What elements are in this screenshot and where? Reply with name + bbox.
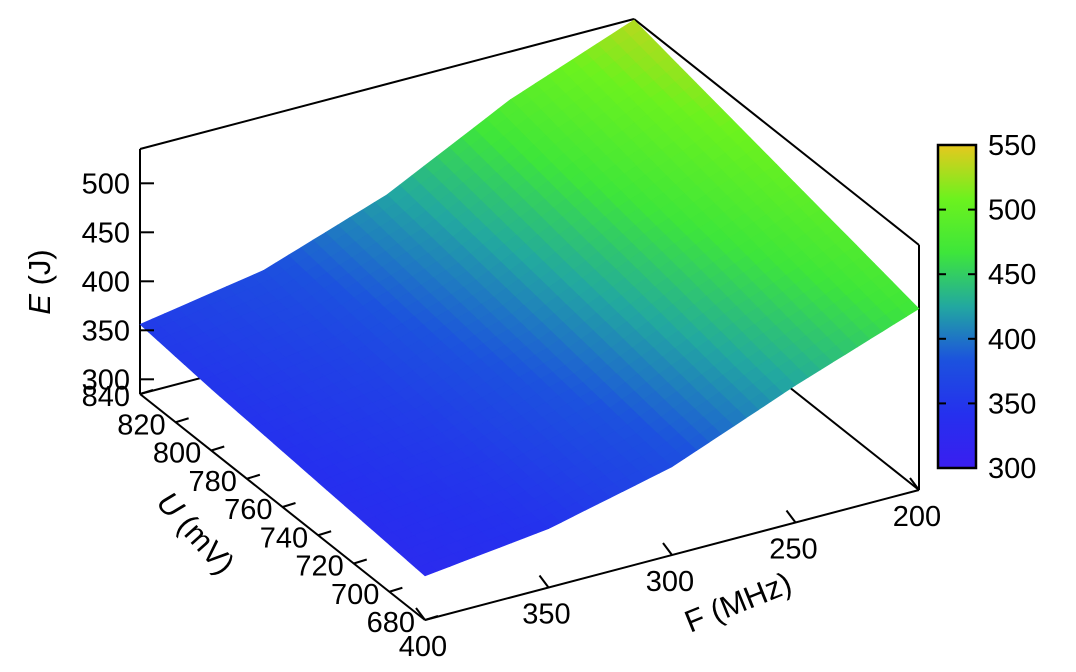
f-tick-label: 350 <box>522 599 570 631</box>
u-tick-label: 760 <box>224 494 272 526</box>
u-tick-label: 840 <box>82 381 130 413</box>
z-tick-label: 300 <box>82 364 130 396</box>
f-axis-title: F (MHz) <box>680 565 797 639</box>
u-tick-mark <box>282 502 296 508</box>
u-tick-label: 780 <box>188 466 236 498</box>
z-axis-title: E (J) <box>22 249 57 314</box>
u-tick-mark <box>317 530 332 537</box>
z-tick-label: 350 <box>82 315 130 347</box>
colorbar-tick-label: 550 <box>988 130 1036 162</box>
u-tick-label: 700 <box>331 579 379 611</box>
colorbar-ticks: 300 350 400 450 500 550 <box>938 130 1036 485</box>
colorbar-tick-label: 500 <box>988 195 1036 227</box>
f-tick-label: 300 <box>646 566 694 598</box>
colorbar: 300 350 400 450 500 550 <box>936 130 1036 485</box>
z-tick-label: 400 <box>82 266 130 298</box>
energy-surface <box>139 19 920 577</box>
u-tick-mark <box>210 445 225 452</box>
u-tick-label: 740 <box>260 522 308 554</box>
f-tick-mark <box>662 542 673 556</box>
f-tick-label: 250 <box>769 534 817 566</box>
colorbar-tick-label: 300 <box>988 453 1036 485</box>
z-axis-ticks: 300 350 400 450 500 <box>82 168 154 396</box>
f-tick-mark <box>909 477 920 491</box>
u-tick-mark <box>175 417 189 424</box>
u-tick-mark <box>424 615 439 621</box>
u-tick-label: 820 <box>117 409 165 441</box>
f-tick-mark <box>538 574 550 589</box>
box-edge-back-top-left <box>139 18 635 150</box>
colorbar-tick-label: 350 <box>988 388 1036 420</box>
u-tick-label: 800 <box>153 438 201 470</box>
u-tick-mark <box>389 586 403 593</box>
u-tick-label: 680 <box>367 607 415 639</box>
f-tick-label: 200 <box>893 501 941 533</box>
u-tick-mark <box>246 473 261 480</box>
u-tick-mark <box>353 558 368 565</box>
colorbar-tick-label: 450 <box>988 259 1036 291</box>
z-tick-label: 450 <box>82 217 130 249</box>
f-tick-label: 400 <box>399 631 447 663</box>
f-axis-ticks: 200 250 300 350 400 <box>399 477 941 663</box>
u-tick-label: 720 <box>295 551 343 583</box>
f-tick-mark <box>785 509 797 524</box>
colorbar-tick-label: 400 <box>988 324 1036 356</box>
colorbar-gradient <box>936 143 978 470</box>
u-tick-mark <box>139 389 154 395</box>
z-tick-label: 500 <box>82 168 130 200</box>
f-tick-mark <box>415 607 426 621</box>
surface-patch <box>415 563 438 577</box>
box-edge-back-top-right <box>633 18 920 246</box>
